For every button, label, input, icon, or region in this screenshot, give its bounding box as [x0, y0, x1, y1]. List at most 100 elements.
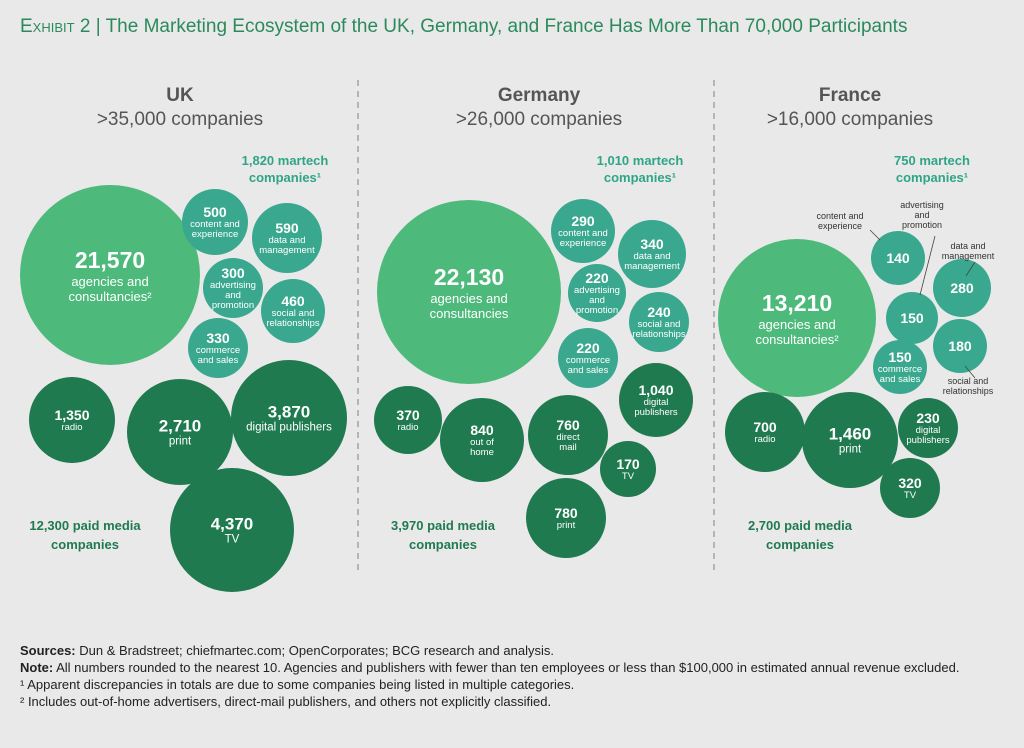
title-text: The Marketing Ecosystem of the UK, Germa…	[105, 16, 908, 37]
bubble-value: 460	[281, 293, 305, 309]
note-label: Note:	[20, 660, 54, 675]
bubble-label: and sales	[568, 365, 609, 376]
bubble-value: 13,210	[762, 290, 832, 316]
bubble-value: 240	[647, 304, 671, 320]
callout-leader-line	[869, 229, 881, 241]
bubble-value: 4,370	[211, 514, 254, 533]
bubble-label: and	[589, 295, 605, 306]
bubble-value: 230	[916, 410, 940, 426]
bubble-label: management	[624, 261, 680, 272]
bubble-label: mail	[559, 442, 576, 453]
bubble-label: relationships	[266, 318, 320, 329]
bubble-label: commerce	[196, 345, 240, 356]
bubble-martech	[568, 264, 626, 322]
bubble-value: 780	[554, 505, 578, 521]
bubble-value: 150	[900, 310, 924, 326]
bubble-paid	[898, 398, 958, 458]
bubble-value: 370	[396, 407, 420, 423]
sources-text: Dun & Bradstreet; chiefmartec.com; OpenC…	[75, 643, 554, 658]
bubble-label: experience	[560, 238, 606, 249]
bubble-label: agencies and	[430, 291, 507, 306]
bubble-label: and sales	[880, 374, 921, 385]
bubble-martech	[252, 203, 322, 273]
paid-media-total-label: companies	[766, 537, 834, 552]
bubble-agencies	[718, 239, 876, 397]
bubble-paid	[526, 478, 606, 558]
bubble-paid	[802, 392, 898, 488]
bubble-label: agencies and	[758, 317, 835, 332]
bubble-label: relationships	[632, 329, 686, 340]
bubble-label: TV	[225, 533, 240, 545]
bubble-agencies	[377, 200, 561, 384]
bubble-label: social and	[638, 319, 681, 330]
bubble-label: commerce	[566, 355, 610, 366]
bubble-label: radio	[754, 434, 775, 445]
paid-media-total-label: companies	[51, 537, 119, 552]
bubble-value: 1,040	[638, 382, 673, 398]
bubble-value: 590	[275, 220, 299, 236]
bubble-value: 220	[585, 270, 609, 286]
bubble-paid	[440, 398, 524, 482]
martech-total-label: 750 martech	[894, 153, 970, 168]
bubble-label: digital	[644, 397, 669, 408]
exhibit-title: Exhibit 2 | The Marketing Ecosystem of t…	[20, 16, 907, 38]
bubble-value: 2,710	[159, 416, 202, 435]
bubble-value: 290	[571, 213, 595, 229]
bubble-label: consultancies²	[755, 332, 839, 347]
bubble-label: promotion	[212, 300, 254, 311]
bubble-callout-label: data and	[950, 241, 985, 251]
bubble-value: 500	[203, 204, 227, 220]
bubble-callout-label: management	[942, 251, 995, 261]
martech-total-label: 1,010 martech	[597, 153, 684, 168]
bubble-label: TV	[622, 471, 635, 482]
bubble-callout-label: promotion	[902, 220, 942, 230]
bubble-value: 180	[948, 338, 972, 354]
paid-media-total-label: companies	[409, 537, 477, 552]
bubble-label: advertising	[574, 285, 620, 296]
bubble-value: 150	[888, 349, 912, 365]
bubble-label: digital publishers	[246, 421, 332, 433]
bubble-label: publishers	[906, 435, 950, 446]
country-name: France	[819, 85, 881, 106]
paid-media-total-label: 2,700 paid media	[748, 518, 853, 533]
bubble-label: promotion	[576, 305, 618, 316]
bubble-value: 280	[950, 280, 974, 296]
bubble-paid	[725, 392, 805, 472]
bubble-martech	[188, 318, 248, 378]
bubble-label: print	[169, 435, 192, 447]
bubble-martech	[203, 258, 263, 318]
bubble-label: radio	[397, 422, 418, 433]
paid-media-total-label: 3,970 paid media	[391, 518, 496, 533]
martech-total-label: companies¹	[249, 170, 321, 185]
bubble-martech	[873, 340, 927, 394]
bubble-value: 140	[886, 250, 910, 266]
bubble-label: print	[557, 520, 576, 531]
bubble-paid	[880, 458, 940, 518]
paid-media-total-label: 12,300 paid media	[29, 518, 141, 533]
bubble-paid	[170, 468, 294, 592]
martech-total-label: companies¹	[896, 170, 968, 185]
bubble-value: 21,570	[75, 247, 145, 273]
bubble-value: 340	[640, 236, 664, 252]
country-name: Germany	[498, 85, 581, 106]
bubble-martech	[618, 220, 686, 288]
bubble-label: content and	[190, 219, 240, 230]
callout-leader-line	[965, 261, 976, 277]
bubble-callout-label: experience	[818, 221, 862, 231]
martech-total-label: companies¹	[604, 170, 676, 185]
bubble-martech	[871, 231, 925, 285]
bubble-paid	[528, 395, 608, 475]
bubble-callout-label: content and	[816, 211, 863, 221]
bubble-paid	[29, 377, 115, 463]
bubble-label: advertising	[210, 280, 256, 291]
bubble-value: 320	[898, 475, 922, 491]
bubble-value: 220	[576, 340, 600, 356]
bubble-martech	[182, 189, 248, 255]
bubble-paid	[127, 379, 233, 485]
sources-line: Sources: Dun & Bradstreet; chiefmartec.c…	[20, 642, 1010, 659]
bubble-label: and sales	[198, 355, 239, 366]
callout-leader-line	[919, 235, 936, 296]
bubble-label: consultancies	[430, 306, 509, 321]
bubble-label: publishers	[634, 407, 678, 418]
bubble-callout-label: social and	[948, 376, 989, 386]
